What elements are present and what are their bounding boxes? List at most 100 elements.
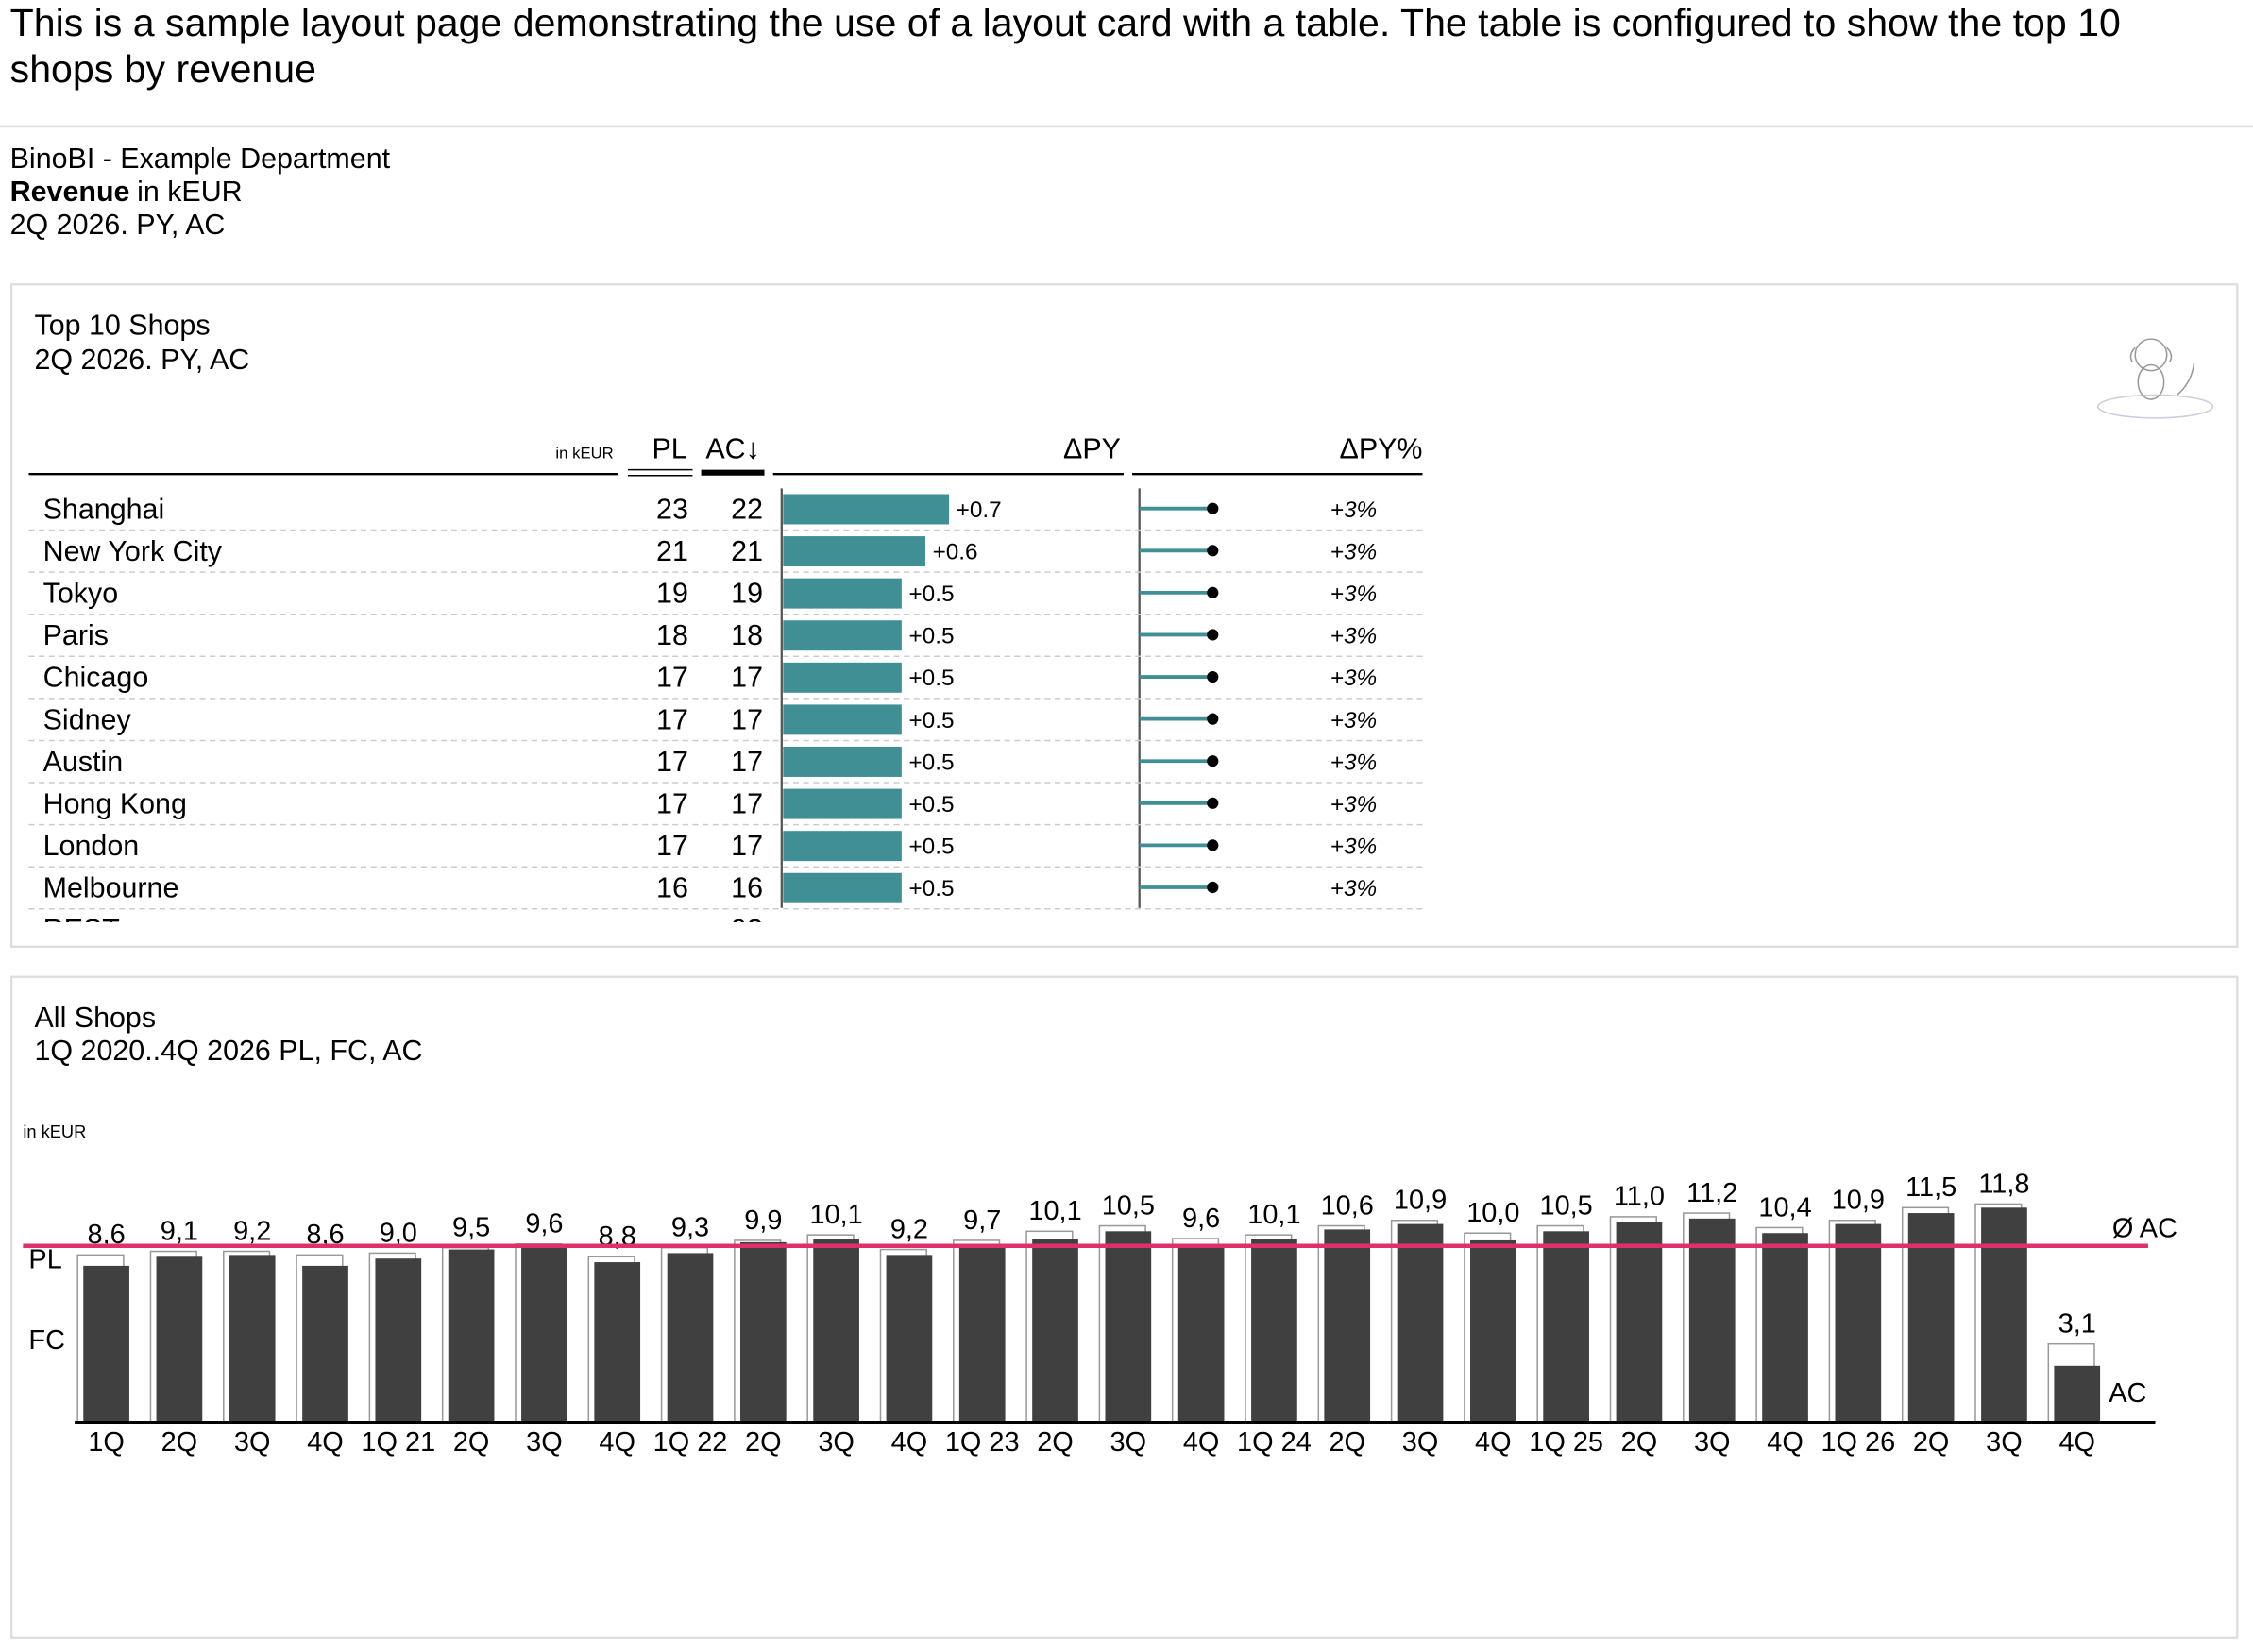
series-label: FC: [28, 1325, 65, 1356]
average-label: Ø AC: [2112, 1214, 2177, 1244]
ac-bar: [886, 1255, 933, 1423]
delta-py-bar: [783, 788, 902, 819]
ac-bar: [2054, 1365, 2101, 1423]
delta-py-label: +0.5: [908, 750, 954, 775]
x-tick-label: 3Q: [1986, 1427, 2023, 1458]
value-label: 11,5: [1906, 1172, 1957, 1203]
delta-pct-label: +3%: [1330, 750, 1377, 775]
value-label: 10,5: [1102, 1190, 1155, 1221]
delta-pct-label: +3%: [1330, 876, 1377, 902]
x-tick-label: 2Q: [161, 1427, 198, 1458]
x-tick-label: 1Q 22: [653, 1427, 728, 1458]
x-tick-label: 1Q 24: [1237, 1427, 1312, 1458]
chart-unit: in kEUR: [23, 1121, 86, 1141]
shop-name: Tokyo: [43, 578, 118, 610]
ac-bar: [448, 1249, 495, 1423]
pl-value: 18: [656, 619, 688, 651]
pl-value: 16: [656, 872, 688, 904]
delta-pct-label: +3%: [1330, 539, 1377, 565]
delta-pct-dot: [1207, 629, 1219, 641]
delta-pct-dot: [1207, 713, 1219, 725]
card-title: Top 10 Shops: [35, 310, 211, 342]
pl-value: 21: [656, 535, 688, 567]
value-label: 9,9: [744, 1205, 782, 1236]
measure-unit: in kEUR: [137, 176, 243, 208]
mascot: [2096, 338, 2214, 419]
ac-bar: [302, 1265, 348, 1423]
delta-py-bar: [783, 536, 925, 567]
x-tick-label: 4Q: [1767, 1427, 1804, 1458]
delta-pct-dot: [1207, 586, 1219, 598]
delta-py-bar: [783, 662, 902, 693]
delta-py-label: +0.5: [908, 876, 954, 902]
ac-bar: [83, 1265, 129, 1423]
delta-pct-dot: [1207, 670, 1219, 683]
ac-bar: [521, 1247, 567, 1423]
delta-py-bar: [783, 747, 902, 777]
delta-py-label: +0.6: [933, 539, 978, 565]
x-tick-label: 3Q: [234, 1427, 271, 1458]
ac-value: 17: [731, 746, 763, 778]
ac-bar: [229, 1255, 276, 1423]
series-label: AC: [2109, 1378, 2146, 1408]
ac-value: 17: [731, 787, 763, 819]
delta-py-label: +0.5: [908, 792, 954, 818]
measure: Revenue: [10, 176, 130, 208]
unit-header: in kEUR: [555, 444, 613, 462]
ac-bar: [667, 1253, 714, 1423]
value-label: 11,2: [1686, 1178, 1737, 1208]
ac-bar: [1251, 1239, 1297, 1423]
x-tick-label: 2Q: [453, 1427, 490, 1458]
delta-py-bar: [783, 494, 950, 525]
shop-name: New York City: [43, 535, 223, 567]
value-label: 10,1: [1028, 1196, 1081, 1226]
pl-value: 17: [656, 746, 688, 778]
ac-value: 21: [731, 535, 763, 567]
pl-value: 17: [656, 662, 688, 694]
ac-bar: [1835, 1223, 1882, 1423]
x-tick-label: 4Q: [2058, 1427, 2095, 1458]
x-tick-label: 3Q: [818, 1427, 855, 1458]
x-tick-label: 3Q: [1402, 1427, 1439, 1458]
ac-bar: [1762, 1233, 1808, 1423]
value-label: 10,5: [1540, 1190, 1593, 1221]
ac-value: 17: [731, 662, 763, 694]
value-label: 9,7: [963, 1205, 1001, 1236]
shop-name: Sidney: [43, 703, 132, 735]
delta-py-label: +0.5: [908, 582, 954, 607]
x-tick-label: 2Q: [1913, 1427, 1950, 1458]
pl-value: 23: [656, 493, 688, 525]
value-label: 9,6: [525, 1209, 563, 1239]
delta-pct-label: +3%: [1330, 624, 1377, 649]
value-label: 11,8: [1978, 1169, 2029, 1199]
delta-py-bar: [783, 620, 902, 651]
value-label: 10,0: [1466, 1198, 1519, 1228]
shop-name: Austin: [43, 746, 124, 778]
delta-py-label: +0.5: [908, 666, 954, 691]
x-tick-label: 3Q: [1110, 1427, 1147, 1458]
chart-title: All Shops: [35, 1002, 157, 1034]
delta-pct-label: +3%: [1330, 792, 1377, 818]
delta-py-label: +0.5: [908, 624, 954, 649]
series-label: PL: [28, 1245, 61, 1275]
ac-bar: [1469, 1239, 1516, 1423]
x-tick-label: 1Q 25: [1529, 1427, 1603, 1458]
x-tick-label: 1Q 23: [945, 1427, 1020, 1458]
delta-py-bar: [783, 704, 902, 735]
value-label: 10,1: [809, 1200, 862, 1230]
value-label: 9,2: [890, 1214, 928, 1244]
value-label: 10,4: [1758, 1192, 1811, 1222]
shop-name: Melbourne: [43, 872, 179, 904]
ac-value: 22: [731, 493, 763, 525]
ac-bar: [1397, 1223, 1444, 1423]
ac-value: 19: [731, 578, 763, 610]
delta-pct-label: +3%: [1330, 666, 1377, 691]
ac-bar: [813, 1239, 859, 1423]
x-tick-label: 2Q: [745, 1427, 782, 1458]
x-tick-label: 4Q: [1183, 1427, 1220, 1458]
delta-py-bar: [783, 872, 902, 903]
ac-bar: [1543, 1231, 1589, 1423]
x-tick-label: 3Q: [526, 1427, 563, 1458]
ac-value: 17: [731, 830, 763, 862]
